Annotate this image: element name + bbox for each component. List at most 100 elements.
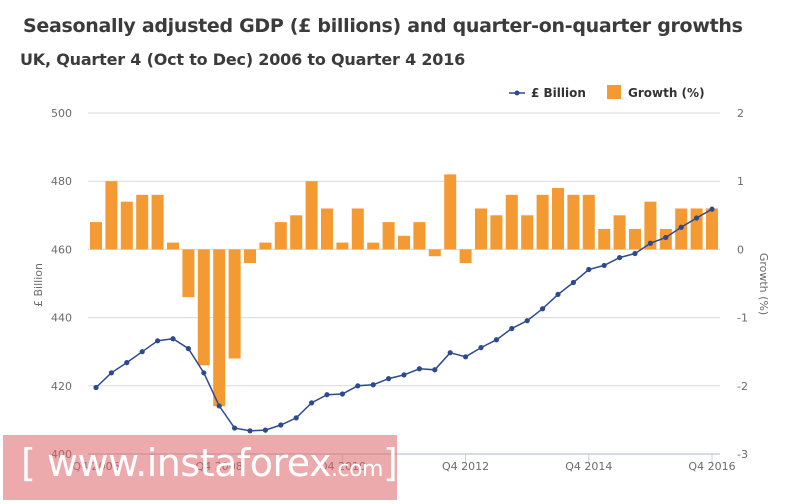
gdp-point[interactable] <box>540 306 546 312</box>
growth-bar[interactable] <box>628 228 642 250</box>
gdp-point[interactable] <box>139 349 145 355</box>
growth-bar[interactable] <box>336 242 349 250</box>
left-tick-label: 480 <box>51 175 72 188</box>
gdp-point[interactable] <box>324 392 330 398</box>
gdp-point[interactable] <box>232 425 238 431</box>
left-tick-label: 440 <box>51 312 72 325</box>
gdp-point[interactable] <box>478 345 484 351</box>
growth-bars <box>89 174 719 407</box>
growth-bar[interactable] <box>228 249 241 359</box>
growth-bar[interactable] <box>505 194 518 250</box>
growth-bar[interactable] <box>598 228 611 250</box>
growth-bar[interactable] <box>474 208 488 250</box>
growth-bar[interactable] <box>151 194 164 250</box>
gdp-point[interactable] <box>709 206 715 212</box>
gdp-point[interactable] <box>108 370 114 376</box>
gdp-point[interactable] <box>170 336 176 342</box>
gdp-point[interactable] <box>663 234 669 241</box>
chart-title: Seasonally adjusted GDP (£ billions) and… <box>23 15 743 37</box>
gdp-point[interactable] <box>524 318 530 324</box>
gdp-point[interactable] <box>386 376 392 382</box>
gdp-point[interactable] <box>416 366 422 372</box>
gdp-point[interactable] <box>155 338 161 344</box>
growth-bar[interactable] <box>166 242 180 250</box>
legend-marker-icon <box>514 90 520 96</box>
gdp-point[interactable] <box>401 372 407 378</box>
legend-item-growth[interactable]: Growth (%) <box>607 85 705 100</box>
growth-bar[interactable] <box>243 249 257 264</box>
growth-bar[interactable] <box>551 188 565 250</box>
legend-label-growth: Growth (%) <box>628 86 705 100</box>
gdp-point[interactable] <box>694 215 700 221</box>
growth-bar[interactable] <box>382 222 395 250</box>
gdp-point[interactable] <box>262 427 268 433</box>
watermark-close-bracket: ] <box>382 441 398 485</box>
gdp-point[interactable] <box>93 384 99 391</box>
legend-item-billion[interactable]: £ Billion <box>509 86 586 100</box>
growth-bar[interactable] <box>89 222 103 250</box>
growth-bar[interactable] <box>413 222 426 250</box>
growth-bar[interactable] <box>536 194 549 250</box>
growth-bar[interactable] <box>320 208 334 250</box>
gdp-point[interactable] <box>678 224 684 230</box>
gdp-point[interactable] <box>509 325 515 332</box>
growth-bar[interactable] <box>705 208 719 250</box>
growth-bar[interactable] <box>274 222 287 250</box>
gdp-point[interactable] <box>185 346 191 352</box>
right-tick-label: 0 <box>737 243 744 256</box>
watermark-domain: www.instaforex <box>46 441 332 485</box>
growth-bar[interactable] <box>613 215 626 250</box>
gdp-point[interactable] <box>601 262 607 269</box>
gdp-point[interactable] <box>463 354 469 360</box>
growth-bar[interactable] <box>428 249 441 257</box>
growth-bar[interactable] <box>582 194 595 250</box>
gdp-point[interactable] <box>216 403 222 409</box>
growth-bar[interactable] <box>690 208 703 250</box>
growth-bar[interactable] <box>351 208 364 250</box>
gdp-point[interactable] <box>632 250 638 257</box>
growth-bar[interactable] <box>290 215 303 250</box>
growth-bar[interactable] <box>305 181 318 250</box>
growth-bar[interactable] <box>459 249 472 264</box>
growth-bar[interactable] <box>644 201 657 250</box>
gdp-point[interactable] <box>201 370 207 376</box>
gdp-point[interactable] <box>247 428 253 434</box>
gdp-point[interactable] <box>124 360 130 366</box>
growth-bar[interactable] <box>136 194 149 250</box>
gdp-point[interactable] <box>447 350 453 356</box>
watermark-text: [ www.instaforex.com] <box>21 441 398 485</box>
growth-bar[interactable] <box>521 215 534 250</box>
left-tick-label: 460 <box>51 243 72 256</box>
left-axis-title: £ Billion <box>32 263 45 307</box>
gdp-point[interactable] <box>370 382 376 388</box>
gdp-point[interactable] <box>617 254 623 261</box>
growth-bar[interactable] <box>213 249 226 407</box>
growth-bar[interactable] <box>567 194 580 250</box>
growth-bar[interactable] <box>444 174 457 250</box>
growth-bar[interactable] <box>105 181 118 250</box>
gdp-point[interactable] <box>493 337 499 343</box>
gdp-point[interactable] <box>647 240 654 246</box>
gdp-point[interactable] <box>586 266 592 273</box>
chart-subtitle: UK, Quarter 4 (Oct to Dec) 2006 to Quart… <box>20 50 466 69</box>
legend: £ Billion Growth (%) <box>509 85 705 100</box>
left-tick-label: 500 <box>51 107 72 120</box>
gdp-point[interactable] <box>555 291 561 298</box>
gdp-point[interactable] <box>278 422 284 428</box>
watermark-banner: [ www.instaforex.com] <box>3 435 398 500</box>
growth-bar[interactable] <box>367 242 380 250</box>
growth-bar[interactable] <box>397 235 411 250</box>
growth-bar[interactable] <box>259 242 272 250</box>
growth-bar[interactable] <box>120 201 133 250</box>
gdp-point[interactable] <box>355 383 361 389</box>
gdp-point[interactable] <box>339 391 345 397</box>
growth-bar[interactable] <box>182 249 195 298</box>
gdp-point[interactable] <box>432 367 438 373</box>
gdp-point[interactable] <box>309 400 315 406</box>
gdp-point[interactable] <box>293 415 299 421</box>
gdp-point[interactable] <box>570 279 577 286</box>
growth-bar[interactable] <box>490 215 503 250</box>
growth-bar[interactable] <box>197 249 210 366</box>
legend-label-billion: £ Billion <box>531 86 586 100</box>
